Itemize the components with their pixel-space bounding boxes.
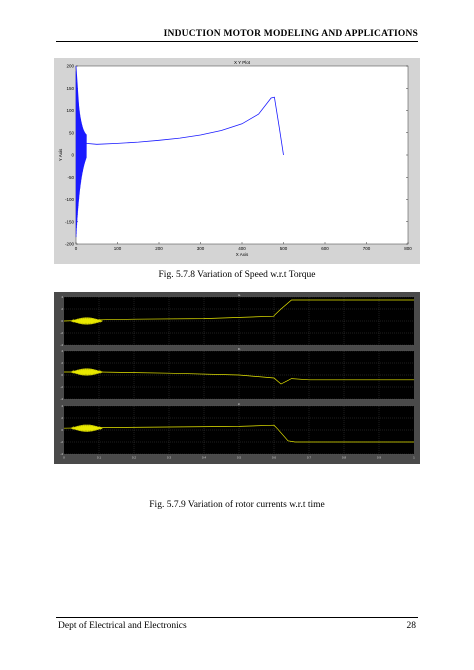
x-tick-label: 0 — [75, 246, 78, 251]
x-tick-label: 0.5 — [237, 456, 242, 460]
current-trace — [63, 299, 414, 322]
figure-speed-torque: X Y Plot 0 100 200 300 400 500 600 700 800 200 150 1… — [54, 58, 420, 264]
y-tick-label: -150 — [65, 219, 75, 224]
y-tick-label: 0 — [61, 319, 63, 323]
y-tick-label: 50 — [69, 130, 75, 135]
figure-rotor-currents: Ia 4 2 0 -2 -4 Ib 4 2 0 -2 -4 Ic 4 2 0 -2 -4 0 0.1 0.2 0.3 0.4… — [54, 292, 420, 464]
y-tick-label: 0 — [71, 153, 74, 158]
y-tick-label: -4 — [60, 452, 63, 456]
panel-title: Ia — [238, 293, 241, 297]
speed-torque-line — [75, 65, 284, 156]
current-trace — [64, 371, 414, 385]
y-tick-label: -4 — [60, 343, 63, 347]
x-tick-label: 0.9 — [377, 456, 382, 460]
y-tick-label: -50 — [67, 175, 74, 180]
y-tick-label: 0 — [61, 428, 63, 432]
y-tick-label: -4 — [60, 397, 63, 401]
panel-title: Ic — [238, 402, 241, 406]
x-tick-label: 800 — [404, 246, 412, 251]
figure-1-caption: Fig. 5.7.8 Variation of Speed w.r.t Torq… — [158, 270, 316, 280]
y-tick-label: -2 — [60, 331, 63, 335]
current-trace — [63, 424, 414, 443]
y-tick-label: 2 — [61, 361, 63, 365]
x-tick-label: 100 — [114, 246, 122, 251]
panel-title: Ib — [238, 347, 241, 351]
x-tick-label: 700 — [363, 246, 371, 251]
x-tick-label: 0.8 — [342, 456, 347, 460]
x-tick-label: 0.2 — [132, 456, 137, 460]
x-tick-label: 300 — [197, 246, 205, 251]
running-header: INDUCTION MOTOR MODELING AND APPLICATION… — [163, 29, 418, 39]
x-tick-label: 500 — [280, 246, 288, 251]
y-axis-label: Y Axis — [58, 148, 63, 161]
x-tick-label: 0.3 — [167, 456, 172, 460]
y-tick-label: 200 — [66, 64, 74, 69]
y-tick-label: -2 — [60, 385, 63, 389]
y-tick-label: 4 — [61, 404, 63, 408]
chart-title: X Y Plot — [234, 60, 251, 65]
plot-area — [75, 65, 409, 245]
figure-2-caption: Fig. 5.7.9 Variation of rotor currents w… — [149, 500, 325, 510]
footer-department: Dept of Electrical and Electronics — [58, 621, 187, 631]
y-tick-label: 0 — [61, 373, 63, 377]
y-tick-label: 4 — [61, 295, 63, 299]
y-tick-label: 2 — [61, 307, 63, 311]
y-tick-label: -200 — [65, 242, 75, 247]
footer-divider — [56, 617, 418, 618]
startup-burst — [70, 424, 103, 432]
header-divider — [56, 41, 418, 42]
y-tick-label: -2 — [60, 440, 63, 444]
x-tick-label: 0.6 — [272, 456, 277, 460]
startup-burst — [70, 368, 103, 376]
y-tick-label: 100 — [66, 108, 74, 113]
startup-burst — [70, 317, 103, 325]
x-tick-label: 0.1 — [97, 456, 102, 460]
y-tick-label: 2 — [61, 416, 63, 420]
x-tick-label: 200 — [155, 246, 163, 251]
x-tick-label: 1 — [413, 456, 415, 460]
x-axis-label: X Axis — [236, 252, 249, 257]
y-tick-label: 4 — [61, 349, 63, 353]
x-tick-label: 0.4 — [202, 456, 207, 460]
x-tick-label: 0 — [63, 456, 65, 460]
x-tick-label: 600 — [321, 246, 329, 251]
y-tick-label: 150 — [66, 86, 74, 91]
x-tick-label: 0.7 — [307, 456, 312, 460]
y-tick-label: -100 — [65, 197, 75, 202]
page-number: 28 — [406, 621, 417, 631]
x-tick-label: 400 — [238, 246, 246, 251]
